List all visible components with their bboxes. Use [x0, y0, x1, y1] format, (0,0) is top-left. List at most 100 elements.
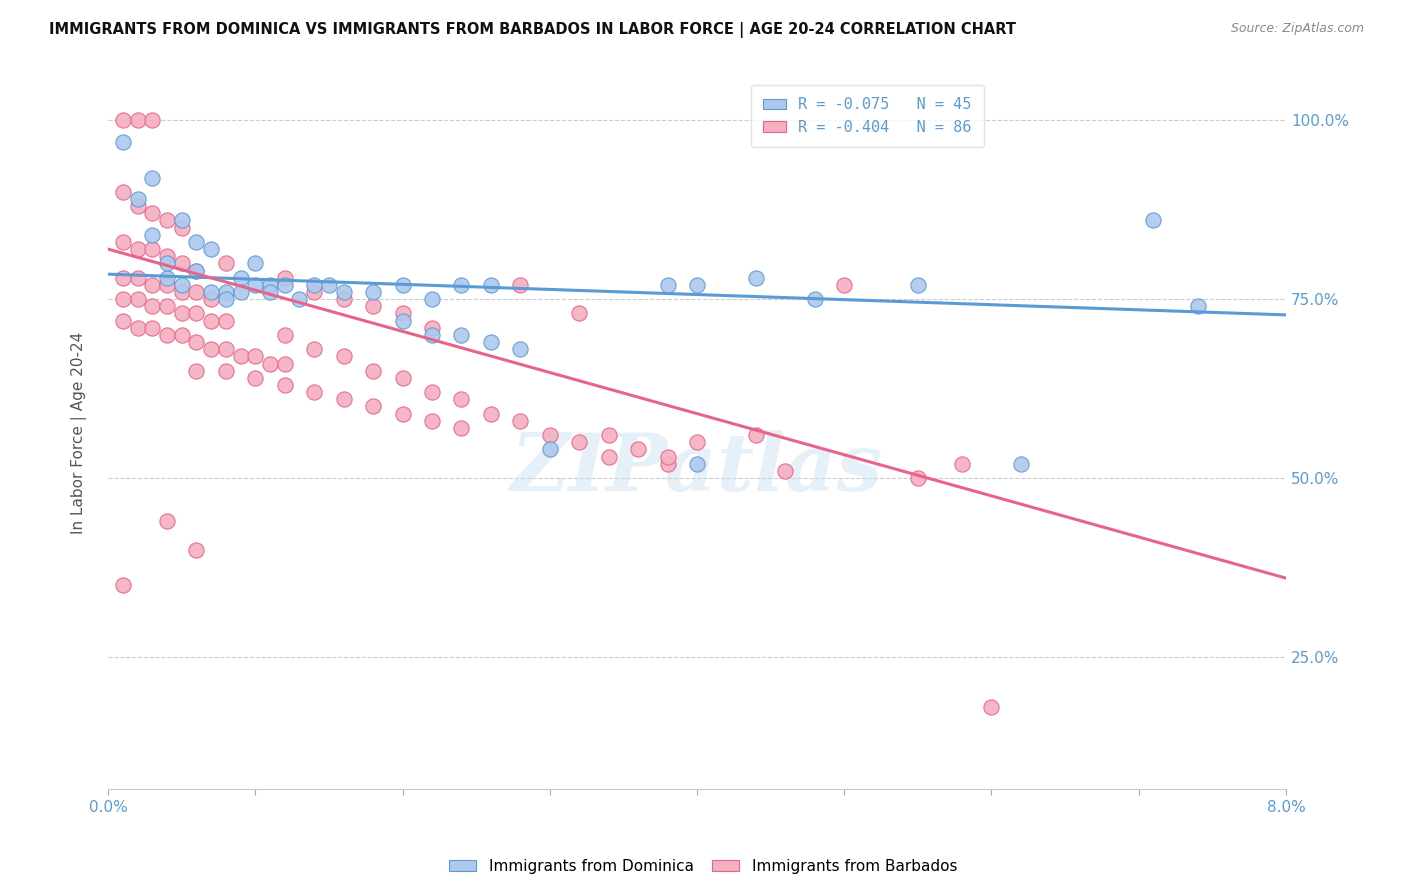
Point [420, 385, 443, 400]
Point [907, 277, 929, 292]
Point [229, 350, 252, 364]
Point [156, 256, 179, 270]
Point [200, 285, 222, 299]
Point [156, 514, 179, 528]
Point [141, 277, 163, 292]
Point [215, 313, 238, 327]
Point [804, 292, 827, 306]
Point [141, 227, 163, 242]
Point [245, 350, 267, 364]
Point [111, 235, 134, 249]
Point [657, 457, 679, 471]
Point [127, 199, 149, 213]
Point [538, 442, 561, 457]
Point [127, 270, 149, 285]
Point [111, 135, 134, 149]
Point [156, 213, 179, 227]
Point [657, 450, 679, 464]
Point [980, 699, 1002, 714]
Point [361, 299, 384, 313]
Point [170, 277, 193, 292]
Point [775, 464, 797, 478]
Point [127, 113, 149, 128]
Point [598, 450, 620, 464]
Point [657, 277, 679, 292]
Point [170, 306, 193, 320]
Point [186, 306, 208, 320]
Point [200, 242, 222, 256]
Point [318, 277, 340, 292]
Point [361, 285, 384, 299]
Point [215, 343, 238, 357]
Point [156, 327, 179, 342]
Point [450, 392, 472, 407]
Point [156, 277, 179, 292]
Point [332, 285, 354, 299]
Point [186, 364, 208, 378]
Point [111, 113, 134, 128]
Point [479, 335, 502, 350]
Point [259, 277, 281, 292]
Point [186, 542, 208, 557]
Point [200, 343, 222, 357]
Point [215, 285, 238, 299]
Point [391, 313, 413, 327]
Point [686, 277, 709, 292]
Point [509, 343, 531, 357]
Point [274, 378, 297, 392]
Point [111, 578, 134, 592]
Point [420, 320, 443, 334]
Point [186, 263, 208, 277]
Point [479, 407, 502, 421]
Point [686, 435, 709, 450]
Point [170, 220, 193, 235]
Point [745, 428, 768, 442]
Point [141, 206, 163, 220]
Point [1187, 299, 1209, 313]
Point [156, 249, 179, 263]
Point [509, 277, 531, 292]
Point [391, 306, 413, 320]
Point [156, 270, 179, 285]
Point [170, 327, 193, 342]
Point [274, 357, 297, 371]
Point [332, 292, 354, 306]
Point [627, 442, 650, 457]
Legend: Immigrants from Dominica, Immigrants from Barbados: Immigrants from Dominica, Immigrants fro… [443, 853, 963, 880]
Point [170, 285, 193, 299]
Point [332, 392, 354, 407]
Point [141, 320, 163, 334]
Point [332, 350, 354, 364]
Point [245, 256, 267, 270]
Point [302, 285, 325, 299]
Point [200, 292, 222, 306]
Point [141, 113, 163, 128]
Point [141, 242, 163, 256]
Legend: R = -0.075   N = 45, R = -0.404   N = 86: R = -0.075 N = 45, R = -0.404 N = 86 [751, 85, 984, 147]
Point [450, 421, 472, 435]
Point [259, 357, 281, 371]
Point [186, 235, 208, 249]
Point [186, 285, 208, 299]
Point [391, 371, 413, 385]
Point [450, 327, 472, 342]
Point [302, 343, 325, 357]
Point [1010, 457, 1032, 471]
Point [302, 277, 325, 292]
Point [127, 292, 149, 306]
Point [111, 313, 134, 327]
Y-axis label: In Labor Force | Age 20-24: In Labor Force | Age 20-24 [72, 332, 87, 534]
Point [127, 320, 149, 334]
Point [568, 435, 591, 450]
Point [598, 428, 620, 442]
Point [170, 213, 193, 227]
Text: Source: ZipAtlas.com: Source: ZipAtlas.com [1230, 22, 1364, 36]
Point [215, 256, 238, 270]
Point [288, 292, 311, 306]
Point [170, 256, 193, 270]
Point [479, 277, 502, 292]
Point [420, 327, 443, 342]
Point [391, 277, 413, 292]
Point [245, 277, 267, 292]
Point [509, 414, 531, 428]
